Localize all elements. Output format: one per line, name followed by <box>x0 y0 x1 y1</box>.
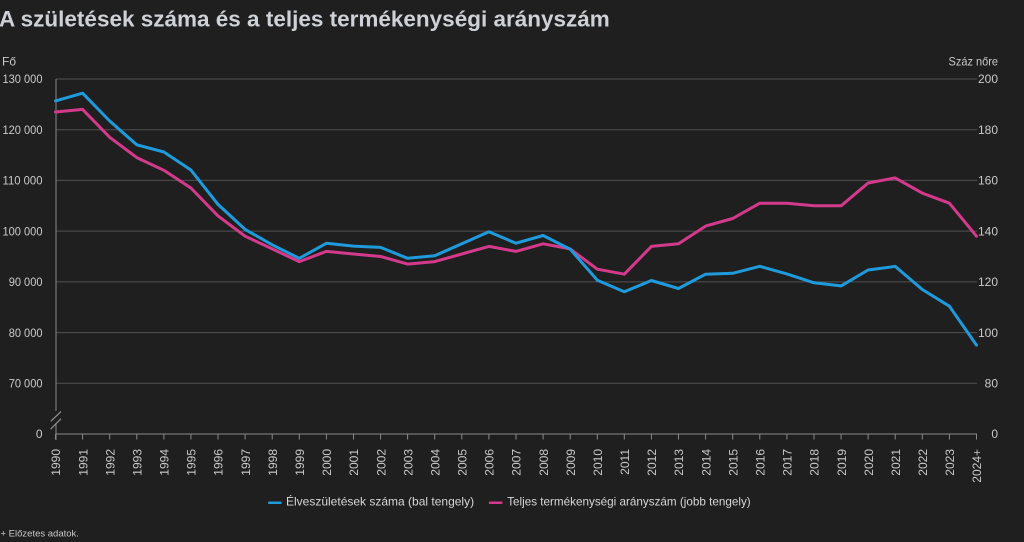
svg-text:Élveszületések száma (bal teng: Élveszületések száma (bal tengely) <box>286 493 474 508</box>
svg-text:1991: 1991 <box>76 449 90 476</box>
svg-text:2007: 2007 <box>510 449 524 476</box>
svg-text:180: 180 <box>978 123 998 137</box>
svg-text:2017: 2017 <box>781 449 795 476</box>
svg-text:2015: 2015 <box>726 449 740 476</box>
svg-text:1996: 1996 <box>212 449 226 476</box>
svg-text:120: 120 <box>978 275 998 289</box>
svg-text:1997: 1997 <box>239 449 253 476</box>
svg-text:2020: 2020 <box>862 449 876 476</box>
svg-text:1994: 1994 <box>158 449 172 476</box>
svg-text:2000: 2000 <box>320 449 334 476</box>
svg-text:2003: 2003 <box>401 449 415 476</box>
svg-text:2008: 2008 <box>537 449 551 476</box>
svg-text:1990: 1990 <box>49 449 63 476</box>
svg-text:1992: 1992 <box>103 449 117 476</box>
svg-text:A születések száma és a teljes: A születések száma és a teljes termékeny… <box>0 7 610 32</box>
svg-text:+ Előzetes adatok.: + Előzetes adatok. <box>1 529 79 540</box>
svg-text:2004: 2004 <box>428 449 442 476</box>
svg-text:1993: 1993 <box>131 449 145 476</box>
svg-text:2009: 2009 <box>564 449 578 476</box>
svg-text:2012: 2012 <box>645 449 659 476</box>
svg-text:140: 140 <box>978 224 998 238</box>
svg-text:2016: 2016 <box>754 449 768 476</box>
svg-text:80 000: 80 000 <box>9 326 43 340</box>
svg-text:2006: 2006 <box>483 449 497 476</box>
svg-text:80: 80 <box>985 377 999 391</box>
svg-text:100: 100 <box>978 326 998 340</box>
svg-text:70 000: 70 000 <box>9 377 43 391</box>
svg-text:2011: 2011 <box>618 449 632 475</box>
svg-text:160: 160 <box>978 174 998 188</box>
svg-text:0: 0 <box>991 427 998 441</box>
svg-text:2010: 2010 <box>591 449 605 476</box>
svg-text:1998: 1998 <box>266 449 280 476</box>
svg-text:2019: 2019 <box>835 449 849 476</box>
svg-text:2013: 2013 <box>672 449 686 476</box>
svg-text:2022: 2022 <box>916 449 930 476</box>
svg-text:2021: 2021 <box>889 449 903 476</box>
svg-text:2018: 2018 <box>808 449 822 476</box>
svg-text:1999: 1999 <box>293 449 307 476</box>
svg-text:2001: 2001 <box>347 449 361 476</box>
svg-text:100 000: 100 000 <box>3 224 43 238</box>
svg-text:2002: 2002 <box>374 449 388 476</box>
svg-text:2014: 2014 <box>699 449 713 476</box>
svg-text:Teljes termékenységi arányszám: Teljes termékenységi arányszám (jobb ten… <box>507 494 751 508</box>
svg-text:90 000: 90 000 <box>9 275 43 289</box>
svg-text:2024+: 2024+ <box>970 449 984 483</box>
svg-text:Fő: Fő <box>2 55 16 69</box>
svg-text:0: 0 <box>36 427 43 441</box>
svg-text:1995: 1995 <box>185 449 199 476</box>
svg-text:120 000: 120 000 <box>3 123 43 137</box>
svg-text:2005: 2005 <box>456 449 470 476</box>
svg-text:200: 200 <box>978 72 998 86</box>
svg-text:130 000: 130 000 <box>3 72 43 86</box>
svg-text:110 000: 110 000 <box>3 174 43 188</box>
svg-text:Száz nőre: Száz nőre <box>949 55 999 69</box>
svg-text:2023: 2023 <box>943 449 957 476</box>
